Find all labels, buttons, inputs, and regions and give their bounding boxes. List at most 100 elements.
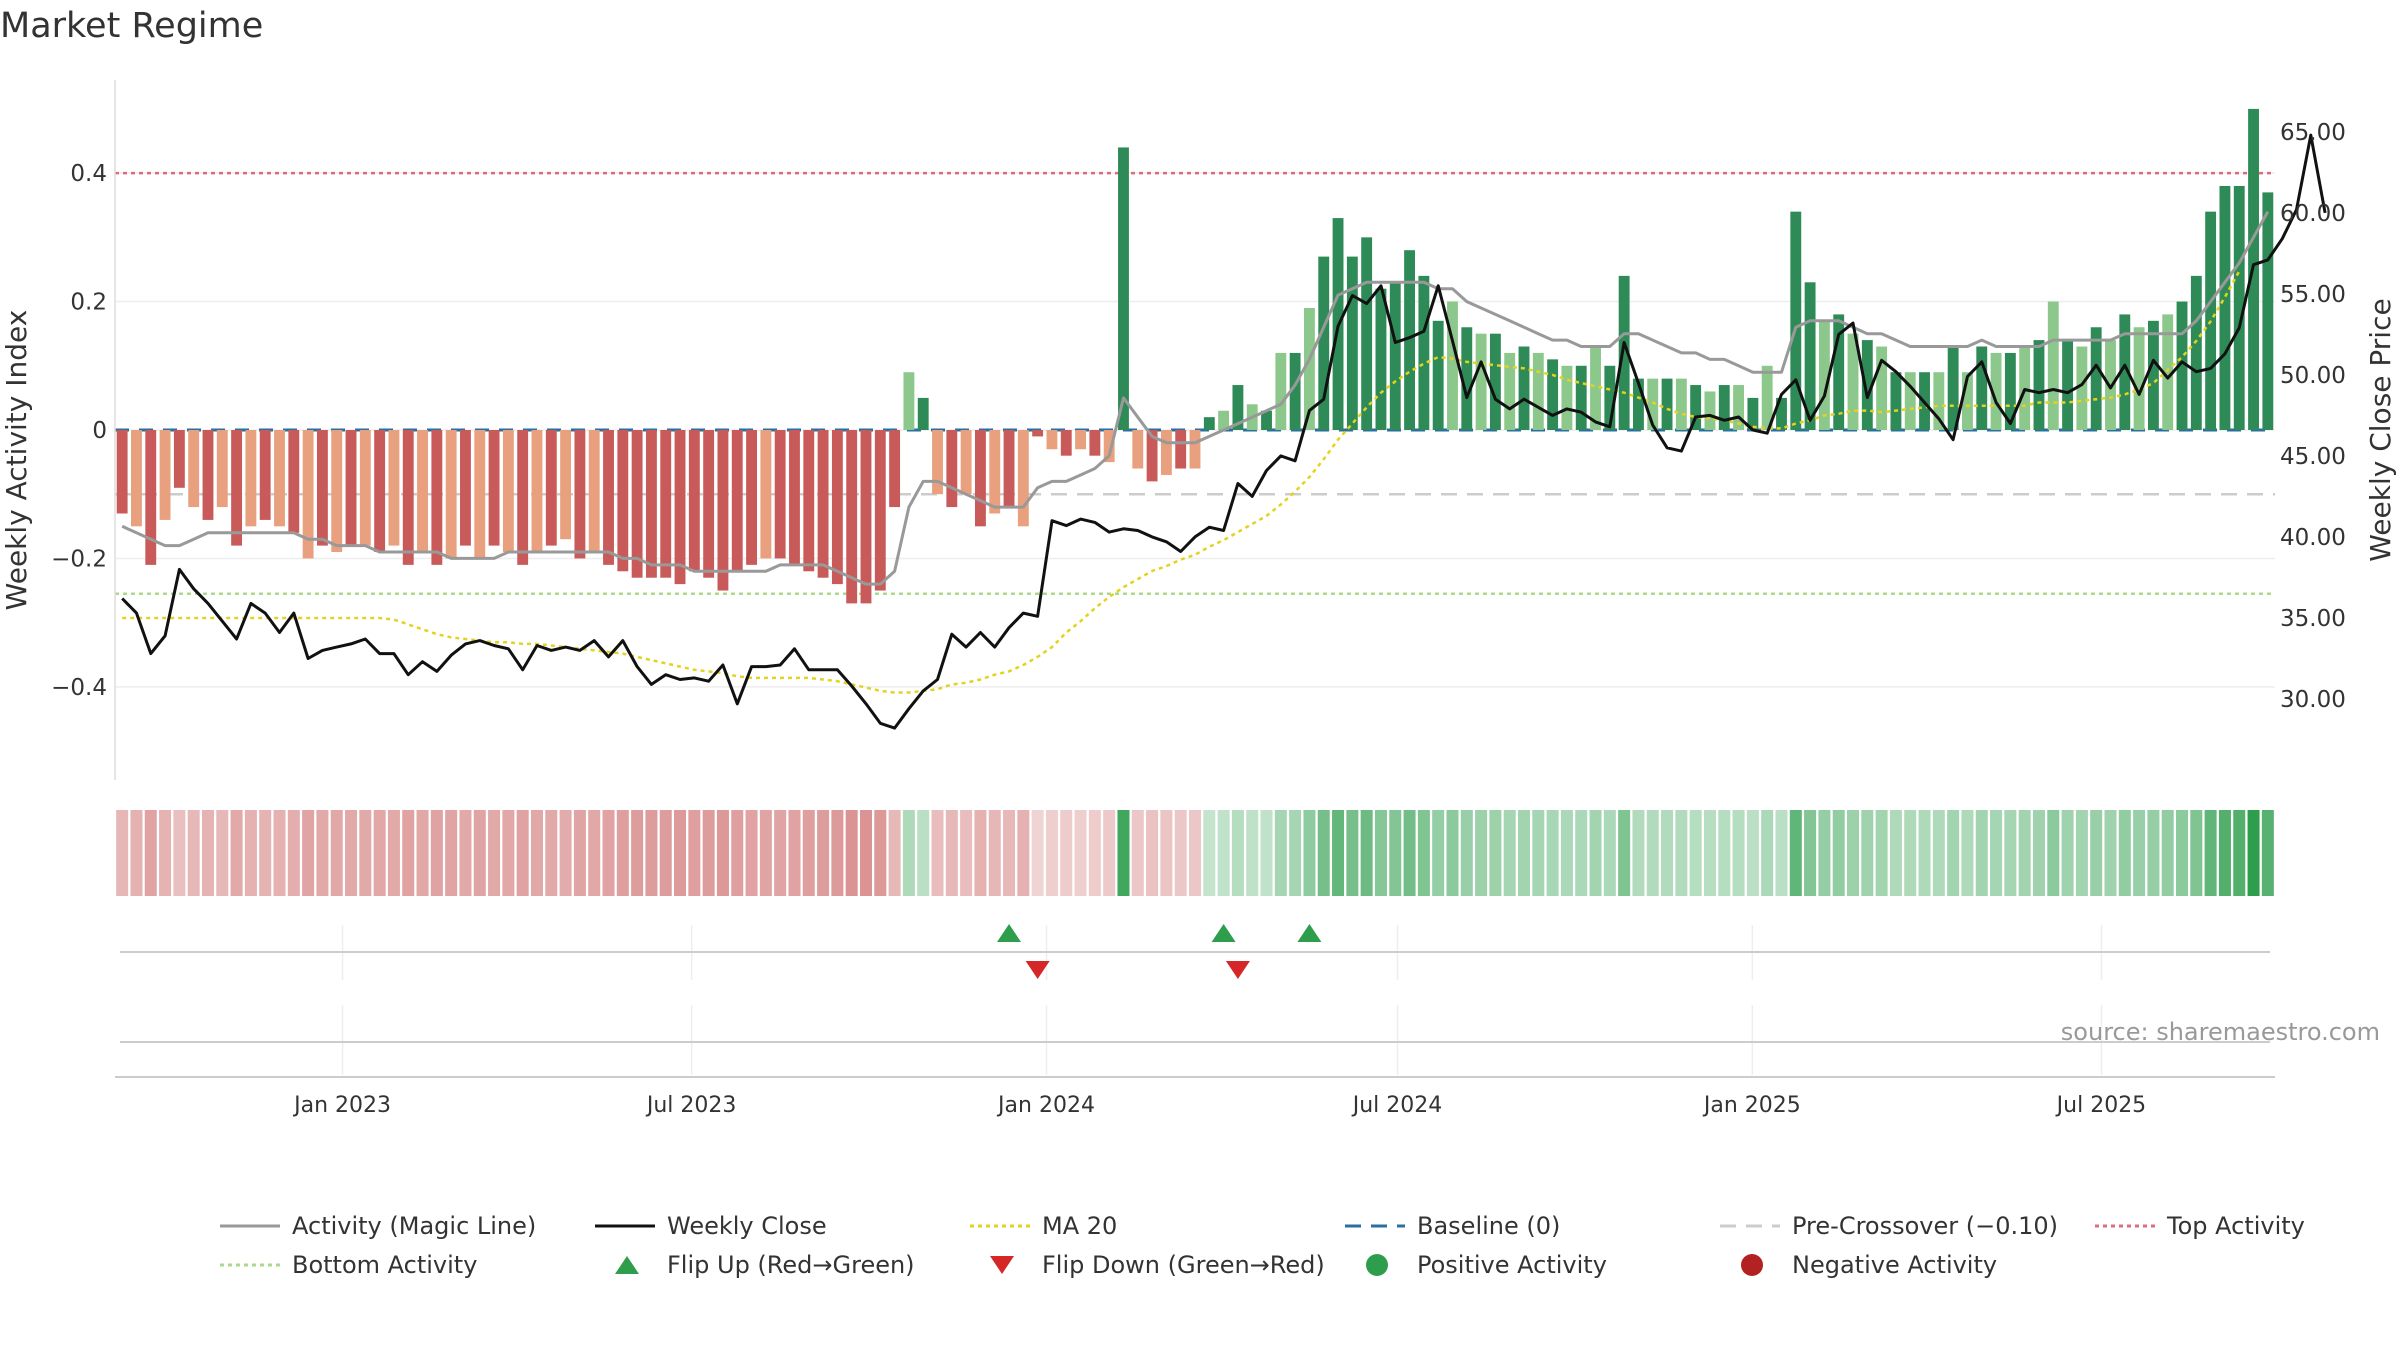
activity-bar bbox=[1389, 282, 1401, 430]
regime-cell bbox=[674, 810, 687, 896]
activity-bar bbox=[1489, 333, 1501, 430]
activity-bar bbox=[2219, 185, 2231, 430]
activity-bar bbox=[1046, 430, 1058, 450]
regime-cell bbox=[2075, 810, 2088, 896]
regime-cell bbox=[2118, 810, 2131, 896]
activity-bar bbox=[1618, 275, 1630, 430]
regime-cell bbox=[1031, 810, 1044, 896]
activity-bar bbox=[932, 430, 943, 495]
activity-bar bbox=[1432, 320, 1444, 430]
flip-up-marker bbox=[1211, 924, 1236, 942]
regime-cell bbox=[1203, 810, 1216, 896]
regime-cell bbox=[1446, 810, 1459, 896]
x-tick-label: Jan 2023 bbox=[292, 1093, 391, 1118]
regime-cell bbox=[1932, 810, 1945, 896]
regime-cell bbox=[888, 810, 901, 896]
activity-bar bbox=[874, 430, 886, 591]
regime-cell bbox=[545, 810, 558, 896]
regime-cell bbox=[2147, 810, 2160, 896]
activity-bar bbox=[1747, 397, 1759, 430]
legend-swatch bbox=[615, 1256, 639, 1274]
regime-cell bbox=[116, 810, 129, 896]
regime-cell bbox=[1675, 810, 1688, 896]
activity-bar bbox=[1661, 378, 1673, 430]
regime-cell bbox=[588, 810, 601, 896]
regime-cell bbox=[1303, 810, 1316, 896]
activity-bar bbox=[545, 430, 557, 546]
activity-bar bbox=[1633, 378, 1644, 430]
regime-cell bbox=[2233, 810, 2246, 896]
regime-cell bbox=[1503, 810, 1516, 896]
legend-label: Negative Activity bbox=[1792, 1251, 1997, 1279]
activity-bar bbox=[202, 430, 214, 520]
activity-bar bbox=[617, 430, 629, 572]
regime-cell bbox=[1818, 810, 1831, 896]
regime-cell bbox=[559, 810, 572, 896]
activity-bar bbox=[1561, 365, 1573, 430]
activity-bar bbox=[1890, 372, 1902, 430]
regime-cell bbox=[874, 810, 887, 896]
regime-cell bbox=[2133, 810, 2146, 896]
activity-bar bbox=[1218, 410, 1230, 430]
activity-bar bbox=[1647, 378, 1659, 430]
regime-cell bbox=[1417, 810, 1430, 896]
regime-cell bbox=[1804, 810, 1817, 896]
activity-bar bbox=[1318, 256, 1330, 430]
activity-bar bbox=[1075, 430, 1086, 450]
activity-bar bbox=[1504, 352, 1516, 430]
regime-cell bbox=[1990, 810, 2003, 896]
activity-bar bbox=[1861, 340, 1873, 430]
regime-cell bbox=[488, 810, 501, 896]
x-tick-label: Jan 2024 bbox=[996, 1093, 1095, 1118]
activity-bar bbox=[974, 430, 986, 527]
regime-cell bbox=[1374, 810, 1387, 896]
regime-cell bbox=[988, 810, 1001, 896]
flip-up-marker bbox=[997, 924, 1022, 942]
regime-cell bbox=[859, 810, 873, 896]
regime-cell bbox=[845, 810, 858, 896]
activity-bar bbox=[1547, 359, 1559, 430]
legend-swatch bbox=[990, 1256, 1014, 1274]
y2-tick-label: 55.00 bbox=[2280, 282, 2346, 308]
legend-label: Pre-Crossover (−0.10) bbox=[1792, 1212, 2058, 1240]
regime-cell bbox=[445, 810, 458, 896]
activity-bar bbox=[431, 430, 443, 565]
regime-cell bbox=[2018, 810, 2031, 896]
activity-bar bbox=[1847, 333, 1859, 430]
activity-bar bbox=[1804, 282, 1816, 430]
activity-bar bbox=[231, 430, 243, 546]
activity-bar bbox=[2162, 314, 2174, 430]
regime-cell bbox=[459, 810, 472, 896]
activity-bar bbox=[2176, 301, 2188, 430]
regime-cell bbox=[659, 810, 672, 896]
regime-cell bbox=[1618, 810, 1631, 896]
regime-cell bbox=[1646, 810, 1659, 896]
legend-label: Activity (Magic Line) bbox=[292, 1212, 536, 1240]
regime-cell bbox=[831, 810, 844, 896]
activity-bar bbox=[1175, 430, 1187, 469]
regime-cell bbox=[1689, 810, 1702, 896]
activity-bar bbox=[645, 430, 657, 578]
activity-bar bbox=[1017, 430, 1029, 527]
regime-cell bbox=[1389, 810, 1402, 896]
regime-cell bbox=[1603, 810, 1616, 896]
regime-cell bbox=[731, 810, 744, 896]
regime-cell bbox=[2218, 810, 2231, 896]
legend-item: Flip Up (Red→Green) bbox=[615, 1251, 915, 1279]
regime-cell bbox=[945, 810, 958, 896]
activity-bar bbox=[1203, 417, 1215, 430]
legend-item: Negative Activity bbox=[1741, 1251, 1997, 1279]
activity-bar bbox=[173, 430, 185, 488]
activity-bar bbox=[1404, 250, 1416, 430]
regime-cell bbox=[716, 810, 729, 896]
activity-bar bbox=[2233, 185, 2245, 430]
activity-bar bbox=[1761, 365, 1773, 430]
regime-cell bbox=[1160, 810, 1173, 896]
activity-bar bbox=[302, 430, 314, 559]
activity-bar bbox=[2062, 340, 2074, 430]
activity-bar bbox=[1575, 365, 1587, 430]
y-tick-label: 0 bbox=[92, 418, 107, 444]
activity-bar bbox=[603, 430, 614, 565]
activity-bar bbox=[1590, 346, 1601, 430]
activity-bar bbox=[502, 430, 514, 553]
